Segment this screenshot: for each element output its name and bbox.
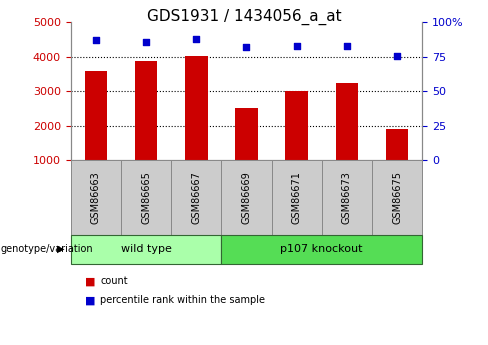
Text: GSM86673: GSM86673 xyxy=(342,171,352,224)
Point xyxy=(92,38,100,43)
Bar xyxy=(84,71,107,160)
Text: GSM86665: GSM86665 xyxy=(141,171,151,224)
Bar xyxy=(285,91,308,160)
Bar xyxy=(386,129,408,160)
Text: GSM86675: GSM86675 xyxy=(392,171,402,224)
Bar xyxy=(185,56,207,160)
Point xyxy=(142,39,150,45)
Text: genotype/variation: genotype/variation xyxy=(1,244,94,254)
Text: wild type: wild type xyxy=(121,244,171,254)
Text: GSM86667: GSM86667 xyxy=(191,171,201,224)
Text: count: count xyxy=(100,276,128,286)
Bar xyxy=(336,83,358,160)
Point xyxy=(393,53,401,58)
Text: ■: ■ xyxy=(85,295,96,305)
Point xyxy=(192,36,200,42)
Bar xyxy=(235,108,258,160)
Text: GSM86669: GSM86669 xyxy=(242,171,251,224)
Point xyxy=(343,43,351,49)
Text: p107 knockout: p107 knockout xyxy=(281,244,363,254)
Bar xyxy=(135,61,157,160)
Text: GSM86671: GSM86671 xyxy=(292,171,302,224)
Point xyxy=(293,43,301,49)
Text: ■: ■ xyxy=(85,276,96,286)
Text: percentile rank within the sample: percentile rank within the sample xyxy=(100,295,265,305)
Point xyxy=(243,45,250,50)
Text: ▶: ▶ xyxy=(57,244,65,254)
Text: GSM86663: GSM86663 xyxy=(91,171,101,224)
Text: GDS1931 / 1434056_a_at: GDS1931 / 1434056_a_at xyxy=(147,9,341,25)
